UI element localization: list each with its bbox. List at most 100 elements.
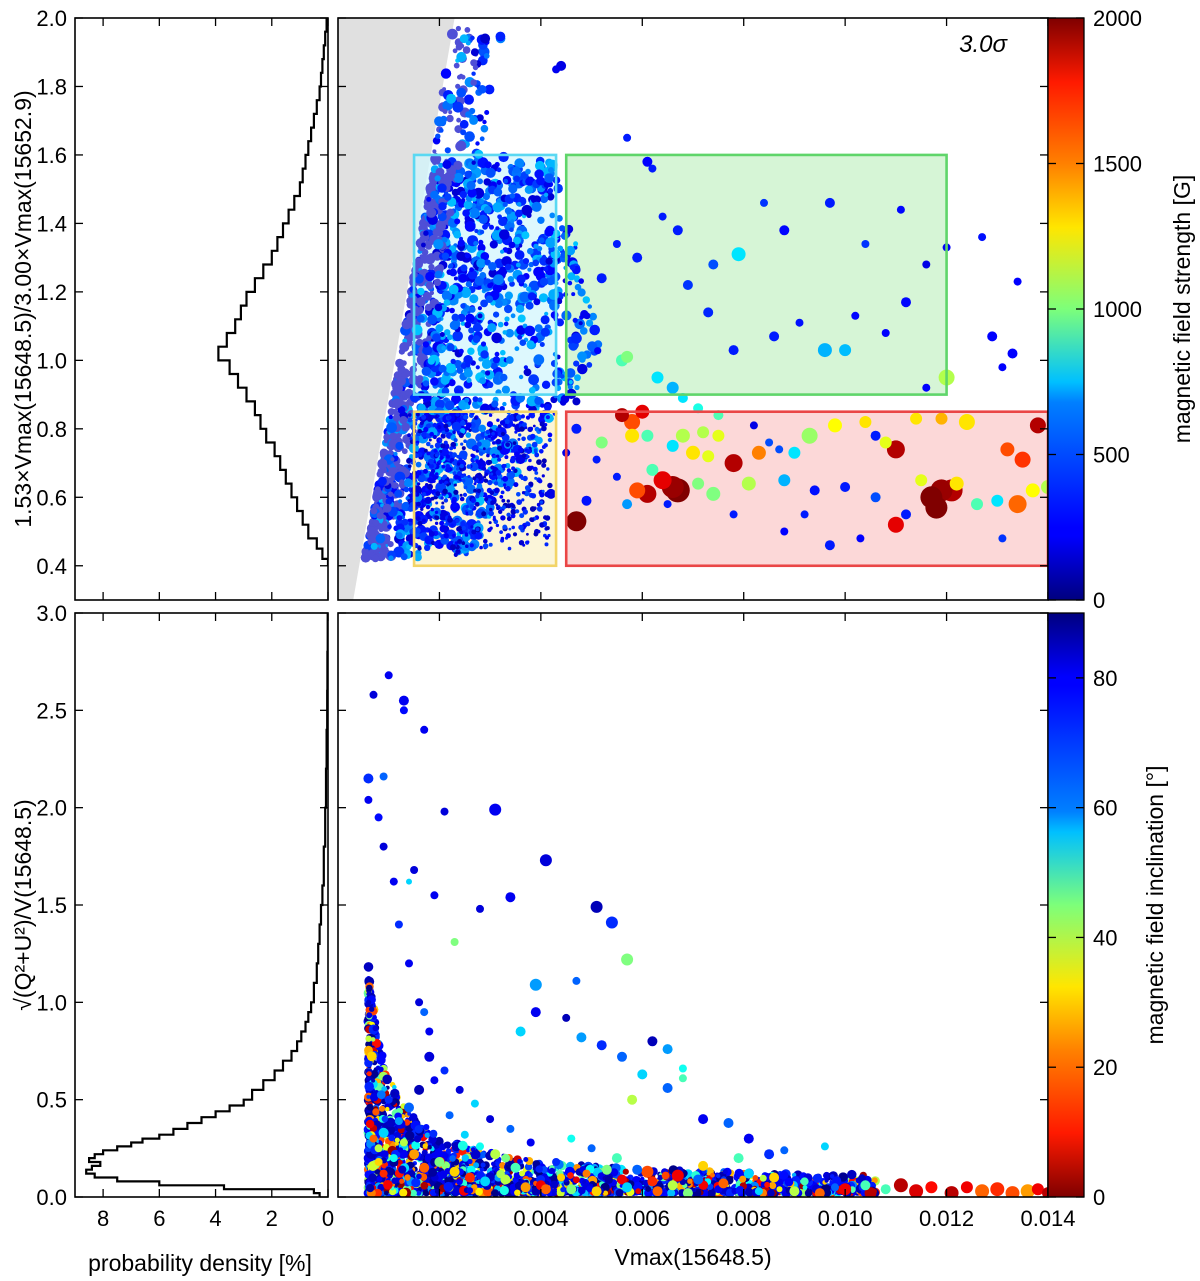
scatter-point (458, 273, 468, 283)
scatter-point (376, 512, 384, 520)
scatter-point (429, 431, 435, 437)
scatter-point (580, 310, 589, 319)
scatter-point (508, 527, 512, 531)
scatter-point (550, 1180, 559, 1189)
scatter-point (541, 458, 547, 464)
scatter-point (499, 406, 505, 412)
scatter-point (495, 469, 502, 476)
scatter-point (376, 1090, 386, 1100)
scatter-point (379, 1151, 386, 1158)
scatter-point (466, 1165, 476, 1175)
scatter-point (389, 432, 398, 441)
scatter-point (477, 397, 483, 403)
scatter-point (635, 1188, 642, 1195)
scatter-point (430, 377, 439, 386)
y-ticks-top-left: 0.40.60.81.01.21.41.61.82.0 (36, 6, 329, 600)
scatter-point (540, 327, 551, 337)
scatter-point (442, 109, 448, 114)
scatter-point (464, 252, 471, 259)
scatter-point (745, 1188, 754, 1197)
scatter-point (496, 418, 500, 422)
scatter-point (495, 503, 499, 506)
scatter-point (528, 458, 532, 463)
scatter-point (467, 1158, 473, 1165)
scatter-point (523, 368, 532, 377)
scatter-point (493, 311, 500, 318)
scatter-point (436, 414, 440, 418)
scatter-point (527, 292, 537, 301)
scatter-point (506, 470, 516, 480)
scatter-point (573, 360, 580, 367)
scatter-point (511, 466, 516, 471)
scatter-point (488, 262, 497, 271)
scatter-point (415, 1190, 422, 1196)
scatter-point (432, 422, 437, 428)
scatter-point (484, 472, 488, 477)
scatter-point (458, 348, 464, 354)
scatter-point (440, 807, 449, 816)
scatter-point (543, 522, 547, 527)
scatter-point (735, 1185, 745, 1195)
scatter-point (425, 271, 435, 282)
scatter-point (491, 400, 499, 408)
scatter-point (502, 475, 509, 482)
scatter-point (623, 133, 632, 142)
scatter-point (476, 441, 482, 447)
scatter-point (471, 160, 476, 165)
scatter-point (400, 553, 408, 561)
scatter-point (490, 465, 495, 470)
scatter-point (501, 498, 506, 503)
scatter-point (541, 380, 551, 389)
scatter-point (414, 527, 421, 534)
y-tick-label: 1.8 (36, 74, 67, 99)
scatter-point (418, 270, 424, 275)
scatter-point (706, 1183, 714, 1190)
scatter-point (421, 242, 426, 248)
scatter-point (530, 1007, 541, 1018)
scatter-point (384, 671, 393, 680)
scatter-point (464, 321, 472, 329)
scatter-point (414, 1135, 422, 1143)
scatter-point (424, 448, 428, 453)
scatter-point (716, 1173, 721, 1179)
scatter-point (496, 180, 502, 185)
scatter-point (839, 344, 852, 357)
scatter-point (456, 417, 461, 422)
scatter-point (489, 240, 498, 249)
scatter-point (504, 207, 512, 215)
scatter-point (444, 147, 451, 154)
scatter-point (483, 53, 490, 59)
scatter-point (540, 414, 544, 419)
scatter-point (788, 446, 801, 459)
scatter-point (497, 424, 502, 429)
scatter-point (541, 489, 545, 493)
scatter-point (536, 176, 545, 186)
scatter-point (444, 193, 452, 201)
scatter-point (432, 149, 437, 154)
scatter-point (925, 496, 948, 519)
scatter-point (407, 464, 412, 468)
scatter-point (586, 319, 594, 327)
scatter-point (417, 473, 426, 483)
scatter-point (435, 501, 439, 505)
scatter-point (645, 1186, 652, 1192)
scatter-point (501, 256, 512, 267)
scatter-point (465, 313, 475, 323)
scatter-point (625, 428, 640, 443)
scatter-point (536, 459, 542, 465)
scatter-point (435, 324, 444, 333)
scatter-point (395, 441, 404, 451)
scatter-point (460, 74, 466, 80)
colorbar-tick-label: 500 (1093, 443, 1130, 468)
scatter-point (490, 500, 495, 505)
scatter-point (375, 1065, 381, 1071)
scatter-point (828, 418, 842, 433)
scatter-point (409, 437, 413, 441)
scatter-point (559, 374, 565, 379)
scatter-point (524, 185, 534, 194)
scatter-point (477, 243, 486, 252)
scatter-point (615, 1189, 624, 1197)
scatter-point (524, 485, 531, 491)
scatter-point (534, 169, 544, 179)
scatter-point (495, 523, 500, 528)
